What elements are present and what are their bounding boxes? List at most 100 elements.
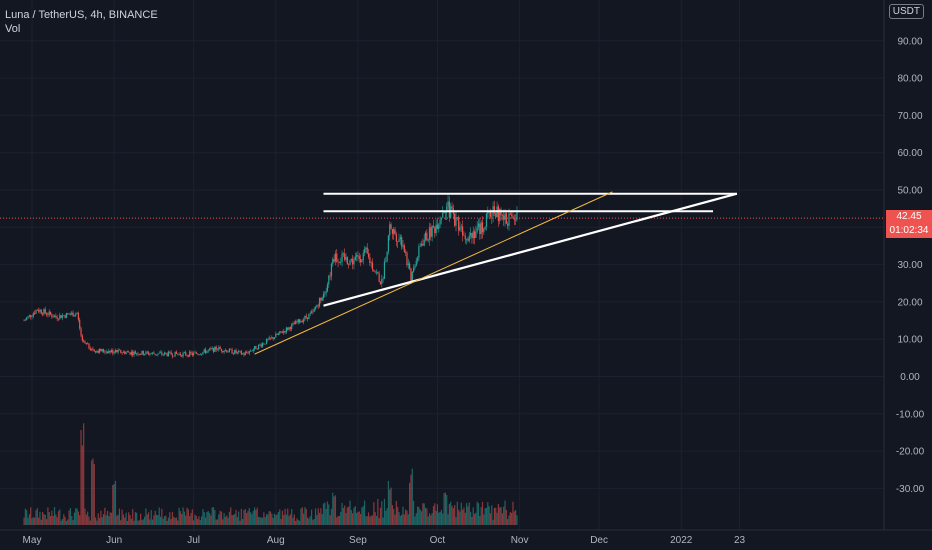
volume-bar bbox=[450, 501, 452, 525]
volume-bar bbox=[387, 480, 390, 525]
volume-bar bbox=[126, 520, 128, 525]
candle-body bbox=[49, 311, 52, 315]
candle-body bbox=[57, 318, 60, 320]
candle-body bbox=[161, 352, 163, 355]
volume-bar bbox=[475, 512, 477, 525]
volume-bar bbox=[328, 504, 330, 525]
volume-bar bbox=[128, 512, 130, 525]
volume-bar bbox=[144, 516, 146, 525]
volume-bar bbox=[415, 513, 417, 525]
candle-body bbox=[405, 251, 407, 253]
volume-indicator-label[interactable]: Vol bbox=[5, 23, 21, 35]
candle-body bbox=[438, 224, 440, 230]
volume-bar bbox=[215, 519, 217, 525]
volume-bar bbox=[181, 513, 183, 525]
volume-bar bbox=[284, 508, 286, 525]
volume-bar bbox=[240, 508, 242, 525]
volume-bar bbox=[63, 514, 65, 525]
candle-body bbox=[252, 349, 254, 351]
currency-button[interactable]: USDT bbox=[888, 4, 924, 19]
candle-body bbox=[363, 249, 366, 254]
candle-body bbox=[346, 257, 348, 265]
candle-body bbox=[440, 217, 443, 220]
volume-bar bbox=[356, 512, 358, 525]
candle-body bbox=[228, 348, 231, 352]
candle-body bbox=[293, 323, 295, 325]
candle-body bbox=[480, 222, 482, 235]
candle-body bbox=[39, 309, 41, 312]
volume-bar bbox=[165, 515, 167, 525]
price-tick-label: 20.00 bbox=[897, 297, 922, 308]
candle-body bbox=[273, 337, 276, 339]
volume-bar bbox=[296, 518, 298, 525]
volume-bar bbox=[469, 511, 472, 525]
candle-body bbox=[459, 226, 461, 231]
volume-bar bbox=[255, 509, 257, 525]
time-axis[interactable]: May Jun Jul Aug Sep Oct Nov Dec 2022 23 bbox=[23, 535, 746, 546]
volume-bar bbox=[353, 507, 355, 525]
volume-bar bbox=[476, 501, 478, 525]
candle-body bbox=[48, 311, 50, 316]
candle-body bbox=[328, 275, 330, 285]
drawings[interactable] bbox=[254, 191, 738, 355]
candle-body bbox=[416, 258, 419, 261]
candle-body bbox=[509, 213, 511, 215]
volume-bar bbox=[505, 509, 507, 525]
volume-bar bbox=[346, 507, 348, 525]
candle-body bbox=[507, 223, 509, 226]
candle-body bbox=[481, 222, 484, 233]
volume-bar bbox=[275, 515, 277, 525]
candle-body bbox=[436, 224, 439, 230]
volume-bar bbox=[47, 507, 49, 525]
volume-bar bbox=[338, 516, 340, 525]
volume-bar bbox=[332, 492, 334, 525]
volume-bar bbox=[89, 520, 91, 525]
volume-bar bbox=[117, 514, 119, 525]
candle-body bbox=[271, 337, 273, 339]
candle-body bbox=[44, 309, 46, 313]
candle-body bbox=[313, 308, 315, 312]
volume-bar bbox=[333, 496, 335, 525]
candle-body bbox=[321, 297, 323, 301]
candle-body bbox=[479, 223, 481, 235]
volume-bar bbox=[199, 520, 201, 525]
candle-body bbox=[69, 314, 72, 316]
candle-body bbox=[280, 331, 282, 333]
volume-bar bbox=[503, 506, 505, 525]
candle-body bbox=[318, 297, 321, 307]
candle-body bbox=[85, 343, 87, 345]
candle-body bbox=[489, 211, 492, 217]
volume-bar bbox=[206, 512, 208, 525]
volume-bar bbox=[462, 509, 464, 525]
volume-bar bbox=[189, 516, 191, 525]
volume-bar bbox=[320, 508, 322, 525]
candle-body bbox=[227, 351, 229, 353]
volume-bar bbox=[334, 495, 337, 525]
candle-body bbox=[283, 330, 285, 333]
candle-body bbox=[499, 209, 501, 221]
last-price-label: 42.45 bbox=[886, 210, 932, 225]
candle-body bbox=[215, 346, 217, 350]
volume-bar bbox=[24, 508, 26, 525]
volume-bar bbox=[397, 507, 399, 525]
candle-body bbox=[419, 245, 421, 247]
volume-bar bbox=[484, 508, 486, 525]
candle-body bbox=[197, 353, 199, 355]
candle-body bbox=[73, 315, 75, 317]
volume-bar bbox=[487, 502, 489, 525]
volume-bar bbox=[28, 514, 30, 525]
candle-body bbox=[231, 349, 233, 354]
volume-bar bbox=[495, 507, 497, 525]
volume-bar bbox=[295, 520, 297, 525]
volume-bar bbox=[304, 507, 306, 525]
volume-bar bbox=[300, 508, 302, 525]
price-tick-label: 50.00 bbox=[897, 186, 922, 197]
volume-bar bbox=[395, 500, 397, 525]
volume-bar bbox=[515, 510, 517, 525]
volume-bar bbox=[406, 510, 408, 525]
candle-body bbox=[370, 262, 372, 264]
candle-body bbox=[153, 352, 155, 354]
volume-bar bbox=[193, 520, 195, 525]
volume-bar bbox=[83, 423, 85, 525]
